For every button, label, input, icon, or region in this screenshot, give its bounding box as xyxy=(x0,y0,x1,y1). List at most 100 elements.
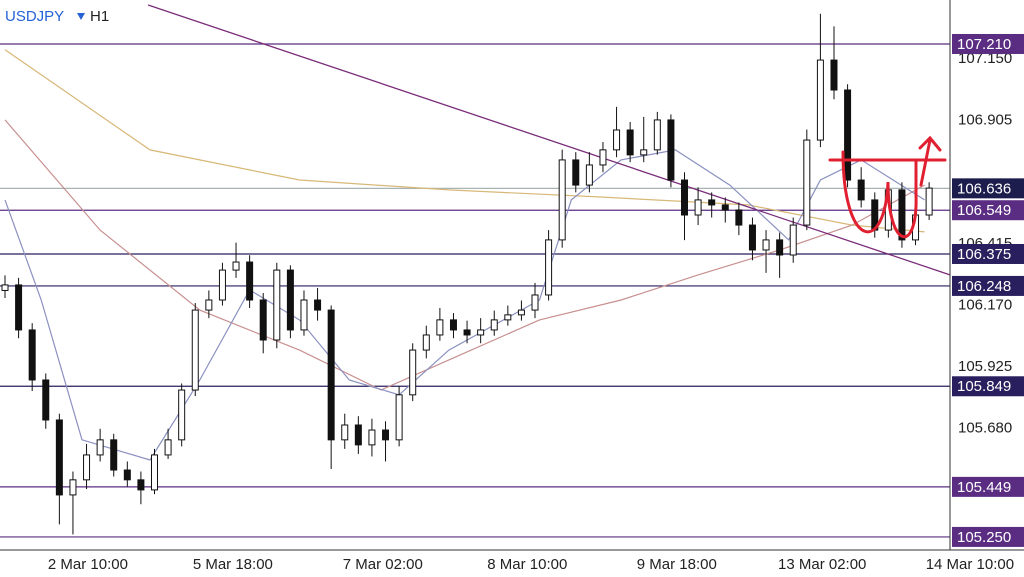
candle-body xyxy=(449,319,457,331)
level-tag xyxy=(952,376,1024,397)
x-tick-label: 2 Mar 10:00 xyxy=(48,556,128,573)
candle-body xyxy=(28,329,36,381)
drawn-arrow xyxy=(918,135,942,187)
candle-body xyxy=(857,179,865,201)
moving-average xyxy=(4,149,925,461)
candle-body xyxy=(1,284,9,291)
plot-area xyxy=(0,4,951,538)
candle-body xyxy=(721,204,729,211)
candle-body xyxy=(735,209,743,226)
candle-body xyxy=(300,299,308,331)
candle-body xyxy=(558,159,566,241)
candle-body xyxy=(436,319,444,336)
level-tag xyxy=(952,476,1024,497)
candle-body xyxy=(422,334,430,351)
level-tag xyxy=(952,178,1024,199)
candle-body xyxy=(572,159,580,186)
candle-body xyxy=(490,319,498,331)
candle-body xyxy=(517,309,525,316)
level-tag xyxy=(952,526,1024,547)
candle-body xyxy=(232,261,240,271)
y-tick-label: 107.150 xyxy=(958,50,1012,67)
candle-body xyxy=(15,284,23,331)
level-tag xyxy=(952,275,1024,296)
candle-body xyxy=(205,299,213,311)
level-tag xyxy=(952,200,1024,221)
candle-body xyxy=(898,189,906,241)
candle-body xyxy=(585,164,593,186)
candle-body xyxy=(110,439,118,471)
level-label: 106.248 xyxy=(957,278,1011,295)
candle-body xyxy=(327,309,335,441)
candle-body xyxy=(395,394,403,441)
symbol: USDJPY xyxy=(5,8,64,25)
candle-body xyxy=(531,294,539,311)
candle-body xyxy=(613,129,621,151)
candle-body xyxy=(55,419,63,496)
candle-body xyxy=(42,379,50,421)
y-tick-label: 106.905 xyxy=(958,112,1012,129)
candle-body xyxy=(150,454,158,491)
candle-body xyxy=(599,149,607,166)
level-tag xyxy=(952,33,1024,54)
level-label: 105.449 xyxy=(957,479,1011,496)
candle-body xyxy=(137,479,145,491)
candle-body xyxy=(273,269,281,341)
candle-body xyxy=(477,329,485,336)
timeframe: H1 xyxy=(90,8,109,25)
candle-body xyxy=(694,199,702,216)
candle-body xyxy=(314,299,322,311)
candle-body xyxy=(626,129,634,156)
y-tick-label: 105.680 xyxy=(958,420,1012,437)
candle-body xyxy=(286,269,294,331)
candle-body xyxy=(341,424,349,441)
symbol-dropdown[interactable] xyxy=(77,13,85,20)
candle-body xyxy=(653,119,661,151)
candle-body xyxy=(123,469,131,481)
x-tick-label: 7 Mar 02:00 xyxy=(343,556,423,573)
candle-body xyxy=(178,389,186,441)
x-tick-label: 9 Mar 18:00 xyxy=(637,556,717,573)
level-label: 106.636 xyxy=(957,180,1011,197)
candle-body xyxy=(708,199,716,206)
candle-body xyxy=(504,314,512,321)
candle-body xyxy=(545,239,553,296)
candle-body xyxy=(246,261,254,301)
level-label: 106.549 xyxy=(957,202,1011,219)
candle-body xyxy=(816,59,824,141)
moving-average xyxy=(4,49,925,233)
candle-body xyxy=(803,139,811,226)
candle-body xyxy=(667,119,675,181)
x-tick-label: 13 Mar 02:00 xyxy=(778,556,866,573)
y-tick-label: 106.170 xyxy=(958,297,1012,314)
candle-body xyxy=(640,149,648,156)
level-label: 106.375 xyxy=(957,246,1011,263)
candle-body xyxy=(776,239,784,256)
x-tick-label: 5 Mar 18:00 xyxy=(193,556,273,573)
x-tick-label: 8 Mar 10:00 xyxy=(487,556,567,573)
level-label: 107.210 xyxy=(957,36,1011,53)
level-label: 105.250 xyxy=(957,529,1011,546)
candle-body xyxy=(762,239,770,251)
candle-body xyxy=(844,89,852,181)
price-axis: 107.150106.905106.415106.170105.925105.6… xyxy=(952,33,1024,547)
candle-body xyxy=(354,424,362,446)
candle-body xyxy=(259,299,267,341)
level-tag xyxy=(952,243,1024,264)
candle-body xyxy=(83,454,91,481)
candle-body xyxy=(925,187,933,216)
hand-drawing xyxy=(828,135,947,239)
candle-body xyxy=(748,224,756,251)
candle-body xyxy=(191,309,199,391)
drawn-pattern xyxy=(841,150,918,239)
level-label: 105.849 xyxy=(957,378,1011,395)
candle-body xyxy=(409,349,417,396)
candle-body xyxy=(463,329,471,336)
candle-body xyxy=(96,439,104,456)
candle-body xyxy=(368,429,376,446)
x-tick-label: 14 Mar 10:00 xyxy=(926,556,1014,573)
trendline xyxy=(147,4,951,276)
y-tick-label: 105.925 xyxy=(958,358,1012,375)
